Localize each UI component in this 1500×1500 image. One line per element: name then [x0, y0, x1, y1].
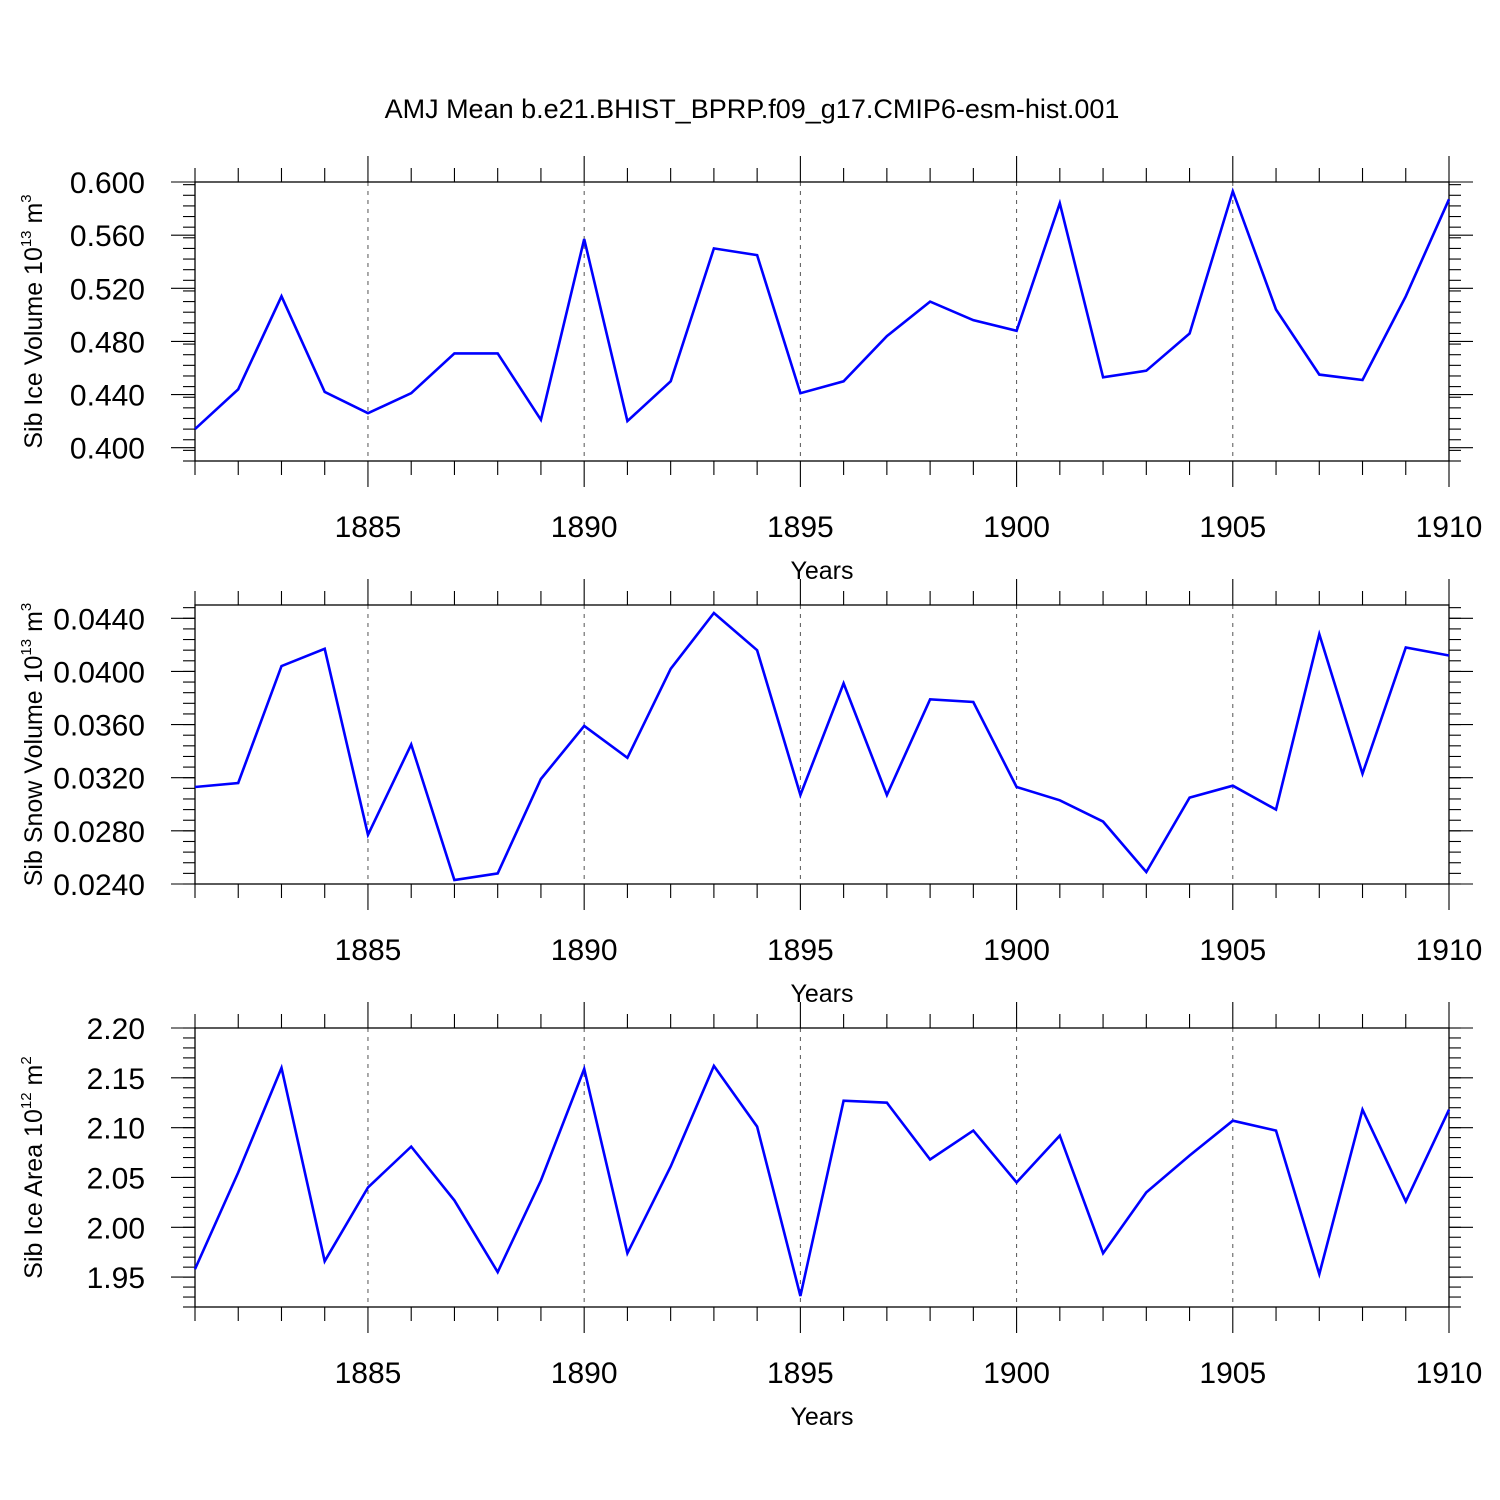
x-tick-label: 1905 [1199, 934, 1266, 967]
x-tick-label: 1910 [1416, 1357, 1483, 1390]
y-axis-label: Sib Snow Volume 1013 m3 [18, 603, 48, 887]
y-axis-label-exponent: 13 [18, 639, 35, 656]
x-axis-label: Years [790, 980, 853, 1008]
x-tick-label: 1895 [767, 1357, 834, 1390]
panel-2: 0.0240 0.0280 0.0320 0.0360 0.0400 0.0440 1885… [18, 579, 1482, 1008]
y-tick-label: 0.0320 [53, 763, 145, 796]
y-tick-label: 2.05 [87, 1162, 145, 1195]
x-tick-label: 1890 [551, 934, 618, 967]
series-line [194, 611, 1450, 882]
x-tick-label: 1910 [1416, 934, 1483, 967]
x-tick-label: 1885 [335, 1357, 402, 1390]
y-axis-label: Sib Ice Area 1012 m2 [18, 1056, 48, 1278]
plot-frame [194, 604, 1450, 885]
plot-frame [194, 181, 1450, 462]
series-line [194, 187, 1451, 431]
y-tick-label: 0.400 [70, 433, 145, 466]
x-tick-label: 1885 [335, 511, 402, 544]
y-tick-label: 2.15 [87, 1063, 145, 1096]
chart-title: AMJ Mean b.e21.BHIST_BPRP.f09_g17.CMIP6-… [385, 94, 1120, 124]
x-tick-label: 1905 [1199, 511, 1266, 544]
y-tick-label: 0.600 [70, 167, 145, 200]
series-line [193, 1063, 1451, 1297]
y-axis-label-unit-exponent: 3 [18, 194, 35, 202]
y-tick-label: 0.0400 [53, 656, 145, 689]
y-tick-label: 0.440 [70, 380, 145, 413]
y-tick-label: 0.0280 [53, 816, 145, 849]
x-tick-label: 1910 [1416, 511, 1483, 544]
x-tick-label: 1895 [767, 934, 834, 967]
x-tick-label: 1900 [983, 511, 1050, 544]
panel-1: 0.400 0.440 0.480 0.520 0.560 0.600 1885 1890 18… [18, 156, 1482, 585]
x-axis-label: Years [790, 557, 853, 585]
y-tick-label: 0.560 [70, 220, 145, 253]
x-tick-label: 1895 [767, 511, 834, 544]
y-axis-label-unit: m [20, 203, 48, 231]
y-tick-label: 2.00 [87, 1212, 145, 1245]
y-tick-label: 2.10 [87, 1113, 145, 1146]
x-tick-label: 1905 [1199, 1357, 1266, 1390]
plot-frame [194, 1027, 1450, 1308]
y-tick-label: 1.95 [87, 1262, 145, 1295]
y-axis-label: Sib Ice Volume 1013 m3 [18, 194, 48, 448]
y-tick-label: 0.0240 [53, 869, 145, 902]
y-axis-label-unit: m [20, 611, 48, 639]
y-tick-label: 0.480 [70, 326, 145, 359]
x-tick-label: 1900 [983, 1357, 1050, 1390]
panel-3: 1.95 2.00 2.05 2.10 2.15 2.20 1885 1890 1895 1900… [18, 1002, 1482, 1431]
y-axis-label-unit-exponent: 2 [18, 1056, 35, 1064]
x-axis-label: Years [790, 1403, 853, 1431]
y-axis-label-unit-exponent: 3 [18, 603, 35, 611]
x-tick-label: 1890 [551, 1357, 618, 1390]
x-tick-label: 1890 [551, 511, 618, 544]
y-axis-label-text: Sib Ice Volume 10 [20, 247, 48, 449]
y-axis-label-exponent: 13 [18, 230, 35, 247]
x-tick-label: 1885 [335, 934, 402, 967]
y-tick-label: 2.20 [87, 1013, 145, 1046]
y-axis-label-text: Sib Ice Area 10 [20, 1109, 48, 1279]
y-axis-label-text: Sib Snow Volume 10 [20, 656, 48, 887]
y-tick-label: 0.0440 [53, 603, 145, 636]
y-axis-label-unit: m [20, 1065, 48, 1093]
y-tick-label: 0.520 [70, 273, 145, 306]
y-axis-label-exponent: 12 [18, 1092, 35, 1109]
y-tick-label: 0.0360 [53, 710, 145, 743]
x-tick-label: 1900 [983, 934, 1050, 967]
